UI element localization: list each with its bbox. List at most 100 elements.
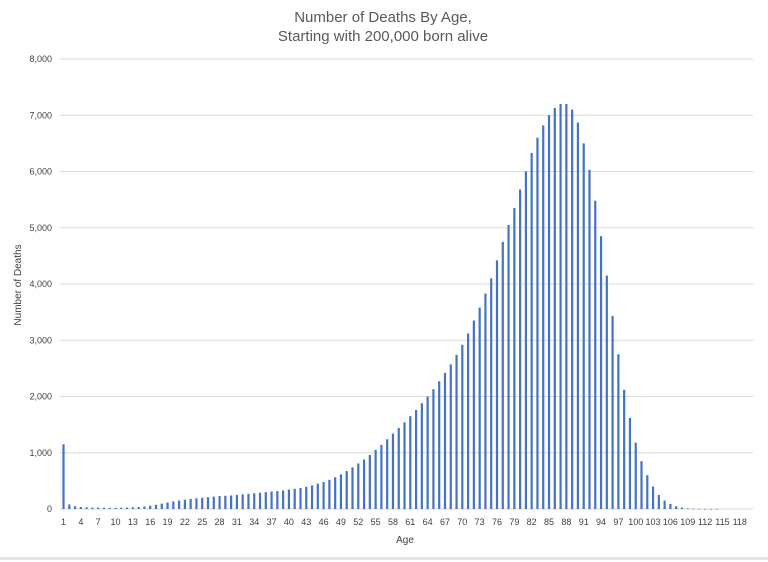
x-tick-label: 49	[336, 517, 346, 527]
y-tick-label: 8,000	[29, 54, 52, 64]
bar-age-16	[149, 505, 152, 510]
bar-age-82	[530, 152, 533, 509]
bar-age-111	[698, 508, 701, 510]
bar-age-25	[201, 497, 204, 509]
bar-age-3	[73, 506, 77, 509]
bar-age-88	[565, 104, 568, 509]
x-tick-label: 85	[544, 517, 554, 527]
bar-age-48	[334, 477, 337, 509]
bar-age-26	[206, 497, 210, 509]
y-tick-label: 0	[47, 504, 52, 514]
bar-age-72	[472, 320, 475, 509]
bar-age-17	[154, 504, 158, 509]
bar-age-99	[628, 417, 632, 510]
bar-age-24	[195, 498, 198, 509]
bar-age-29	[224, 495, 227, 509]
bar-age-11	[120, 507, 123, 509]
x-tick-label: 7	[96, 517, 101, 527]
bar-age-40	[287, 489, 291, 509]
x-tick-label: 1	[61, 517, 66, 527]
y-axis-ticks: 0 1,000 2,000 3,000 4,000 5,000 6,000 7,000 8,00…	[29, 54, 52, 514]
bar-age-23	[189, 498, 192, 510]
x-tick-label: 40	[284, 517, 294, 527]
bar-age-61	[409, 416, 412, 509]
x-tick-label: 67	[440, 517, 450, 527]
bar-age-66	[438, 381, 441, 509]
bar-age-31	[235, 494, 238, 509]
y-tick-label: 2,000	[29, 392, 52, 402]
bar-age-6	[91, 507, 94, 509]
y-tick-label: 1,000	[29, 448, 52, 458]
bar-age-44	[310, 485, 314, 510]
x-tick-label: 103	[646, 517, 661, 527]
x-tick-label: 28	[215, 517, 225, 527]
y-tick-label: 4,000	[29, 279, 52, 289]
x-tick-label: 109	[680, 517, 695, 527]
bar-age-78	[507, 224, 510, 509]
x-tick-label: 58	[388, 517, 398, 527]
bar-age-12	[125, 507, 129, 509]
bar-age-85	[547, 115, 551, 509]
x-tick-label: 4	[78, 517, 83, 527]
bar-age-38	[276, 491, 279, 509]
chart-title-line-1: Number of Deaths By Age,	[294, 9, 472, 26]
bar-age-81	[524, 171, 527, 509]
bar-age-20	[172, 501, 175, 509]
bar-age-58	[391, 433, 395, 510]
bar-age-67	[443, 372, 447, 510]
bar-age-56	[380, 444, 383, 510]
x-tick-label: 88	[561, 517, 571, 527]
bar-age-27	[212, 496, 215, 510]
x-tick-label: 55	[371, 517, 381, 527]
x-tick-label: 79	[509, 517, 519, 527]
bar-age-46	[322, 482, 325, 509]
x-tick-label: 52	[353, 517, 363, 527]
bars	[62, 104, 718, 510]
bar-age-71	[467, 333, 470, 509]
bar-age-10	[114, 507, 117, 510]
bar-age-18	[160, 503, 163, 509]
bar-age-30	[230, 495, 233, 509]
x-tick-label: 82	[527, 517, 537, 527]
bar-age-28	[218, 496, 221, 509]
bar-age-60	[403, 422, 406, 510]
bar-age-47	[328, 479, 331, 509]
bar-age-86	[553, 107, 556, 509]
y-tick-label: 6,000	[29, 167, 52, 177]
bar-age-32	[241, 494, 244, 510]
bar-age-70	[461, 344, 464, 509]
x-tick-label: 70	[457, 517, 467, 527]
bar-age-59	[397, 428, 400, 509]
y-axis-label: Number of Deaths	[13, 244, 24, 325]
bar-age-84	[542, 125, 545, 510]
bar-age-104	[657, 494, 660, 509]
bar-age-36	[264, 492, 267, 510]
bar-age-42	[299, 487, 302, 509]
bar-age-74	[484, 293, 487, 509]
bar-age-92	[588, 169, 591, 509]
x-tick-label: 31	[232, 517, 242, 527]
bar-age-98	[623, 389, 626, 509]
y-tick-label: 3,000	[29, 335, 52, 345]
bar-age-77	[501, 241, 504, 509]
bar-age-51	[351, 467, 354, 510]
x-tick-label: 37	[267, 517, 277, 527]
bar-age-87	[559, 104, 562, 509]
bar-age-103	[651, 486, 655, 509]
x-tick-label: 100	[628, 517, 643, 527]
x-tick-label: 10	[111, 517, 121, 527]
x-axis-ticks: 1 4 7 10 13 16 19 22 25 28 31 34 37 40 43 46 49 52 55 58 61 6…	[61, 517, 747, 527]
x-tick-label: 97	[613, 517, 623, 527]
bar-age-7	[97, 507, 100, 509]
x-tick-label: 13	[128, 517, 138, 527]
bar-age-4	[79, 507, 82, 509]
bar-age-93	[594, 200, 597, 509]
bar-age-65	[432, 389, 435, 509]
y-tick-label: 5,000	[29, 223, 52, 233]
bar-age-8	[102, 507, 106, 509]
bar-age-108	[680, 507, 684, 509]
bar-age-14	[137, 507, 140, 509]
bar-age-1	[62, 444, 65, 509]
bar-age-95	[605, 275, 608, 509]
